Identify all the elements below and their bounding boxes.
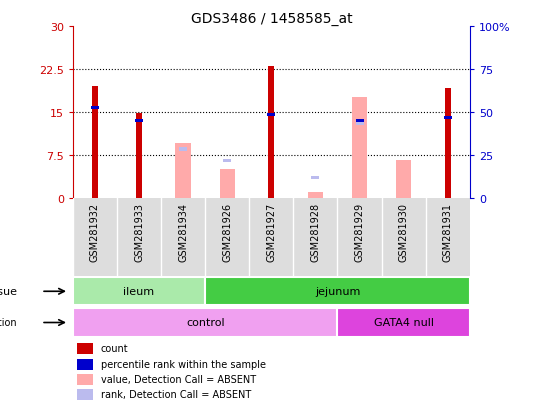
Bar (77, 343, 93, 354)
Bar (220, 170, 235, 198)
Text: control: control (186, 318, 225, 328)
Bar (91, 107, 99, 109)
Bar (268, 67, 274, 198)
Text: count: count (100, 344, 129, 354)
Text: GSM281927: GSM281927 (266, 202, 276, 261)
Bar (73, 309, 338, 337)
Text: value, Detection Call = ABSENT: value, Detection Call = ABSENT (100, 375, 256, 385)
Bar (312, 176, 320, 180)
Bar (77, 359, 93, 370)
Text: genotype/variation: genotype/variation (0, 318, 17, 328)
Bar (135, 120, 143, 123)
Text: GSM281933: GSM281933 (134, 202, 144, 261)
Bar (444, 117, 452, 120)
Text: rank, Detection Call = ABSENT: rank, Detection Call = ABSENT (100, 389, 251, 399)
Text: jejunum: jejunum (315, 287, 360, 297)
Text: GSM281929: GSM281929 (355, 202, 365, 261)
Bar (77, 374, 93, 385)
Text: ileum: ileum (124, 287, 154, 297)
Bar (355, 122, 363, 126)
Bar (396, 161, 411, 198)
Bar (338, 309, 470, 337)
Bar (223, 159, 231, 163)
Title: GDS3486 / 1458585_at: GDS3486 / 1458585_at (191, 12, 352, 26)
Bar (352, 98, 367, 198)
Text: tissue: tissue (0, 287, 17, 297)
Text: GSM281932: GSM281932 (90, 202, 100, 261)
Bar (355, 120, 363, 123)
Text: GSM281931: GSM281931 (443, 202, 453, 261)
Text: GATA4 null: GATA4 null (374, 318, 434, 328)
Text: GSM281934: GSM281934 (178, 202, 188, 261)
Text: GSM281928: GSM281928 (310, 202, 320, 261)
Bar (136, 114, 142, 198)
Text: percentile rank within the sample: percentile rank within the sample (100, 359, 266, 369)
Bar (77, 389, 93, 400)
Bar (179, 148, 187, 151)
Bar (176, 144, 191, 198)
Bar (205, 278, 470, 306)
Text: GSM281930: GSM281930 (399, 202, 409, 261)
Text: GSM281926: GSM281926 (222, 202, 232, 261)
Bar (308, 192, 323, 198)
Bar (444, 88, 451, 198)
Bar (73, 278, 205, 306)
Bar (267, 114, 275, 117)
Bar (92, 87, 98, 198)
